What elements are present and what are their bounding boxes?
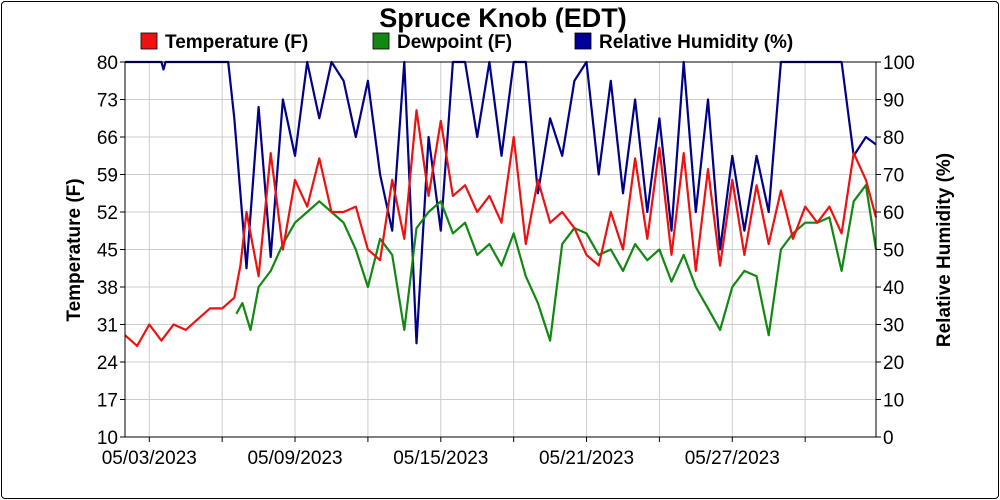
left-tick-label: 59 (97, 166, 118, 187)
legend-swatch (372, 32, 390, 50)
left-tick-label: 31 (97, 316, 118, 337)
right-tick-label: 70 (883, 166, 904, 187)
left-tick-label: 80 (97, 53, 118, 74)
left-tick-label: 10 (97, 428, 118, 449)
left-tick-label: 52 (97, 203, 118, 224)
left-tick-label: 66 (97, 128, 118, 149)
x-tick-label: 05/21/2023 (539, 448, 634, 469)
legend-item: Dewpoint (F) (372, 32, 512, 53)
legend-swatch (574, 32, 592, 50)
x-tick-label: 05/15/2023 (393, 448, 488, 469)
legend-label: Relative Humidity (%) (599, 32, 793, 53)
legend-swatch (140, 32, 158, 50)
y-axis-title: Temperature (F) (64, 178, 85, 321)
chart-title: Spruce Knob (EDT) (379, 3, 627, 33)
right-tick-label: 10 (883, 391, 904, 412)
right-axis-ticks: 0 10 20 30 40 50 60 70 80 90 100 (876, 53, 915, 449)
series-line-relative-humidity (125, 60, 877, 345)
series-line-dewpoint-f (235, 184, 878, 342)
legend-label: Temperature (F) (165, 32, 308, 53)
left-tick-label: 45 (97, 241, 118, 262)
series-layer (124, 60, 878, 347)
x-tick-label: 05/09/2023 (247, 448, 342, 469)
right-tick-label: 20 (883, 353, 904, 374)
grid (125, 61, 876, 438)
right-tick-label: 40 (883, 278, 904, 299)
legend-label: Dewpoint (F) (397, 32, 512, 53)
right-tick-label: 0 (883, 428, 894, 449)
left-tick-label: 73 (97, 91, 118, 112)
right-tick-label: 100 (883, 53, 915, 74)
y2-axis-title: Relative Humidity (%) (934, 153, 955, 347)
right-tick-label: 90 (883, 91, 904, 112)
left-tick-label: 24 (97, 353, 119, 374)
left-axis-ticks: 10 17 24 31 38 45 52 59 66 73 80 (97, 53, 125, 449)
right-tick-label: 60 (883, 203, 904, 224)
left-tick-label: 38 (97, 278, 118, 299)
right-tick-label: 80 (883, 128, 904, 149)
left-tick-label: 17 (97, 391, 118, 412)
x-tick-label: 05/03/2023 (102, 448, 197, 469)
legend-item: Relative Humidity (%) (574, 32, 793, 53)
series-line-temperature-f (124, 109, 878, 347)
right-tick-label: 30 (883, 316, 904, 337)
right-tick-label: 50 (883, 241, 904, 262)
x-tick-label: 05/27/2023 (685, 448, 780, 469)
legend-item: Temperature (F) (140, 32, 308, 53)
legend: Temperature (F) Dewpoint (F) Relative Humi… (140, 32, 793, 53)
x-axis-ticks: 05/03/2023 05/09/2023 05/15/2023 05/21/2023… (102, 437, 806, 469)
